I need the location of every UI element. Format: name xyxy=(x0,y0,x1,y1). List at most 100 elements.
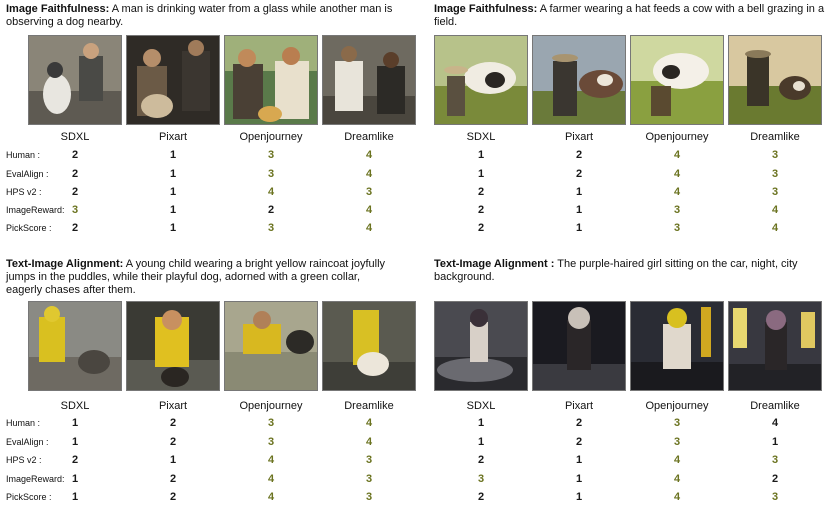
caption-prompt: The purple-haired girl sitting on the ca… xyxy=(434,258,798,283)
model-label-pixart: Pixart xyxy=(158,400,188,412)
score-hpsv2-pixart: 1 xyxy=(575,186,583,198)
generated-image-openjourney xyxy=(630,301,724,391)
score-hpsv2-pixart: 1 xyxy=(169,454,177,466)
generated-image-pixart xyxy=(532,35,626,125)
score-pickscore-dreamlike: 4 xyxy=(771,222,779,234)
score-evalalign-dreamlike: 4 xyxy=(365,436,373,448)
caption: Image Faithfulness: A farmer wearing a h… xyxy=(434,3,826,29)
generated-image-pixart xyxy=(126,35,220,125)
score-evalalign-openjourney: 3 xyxy=(267,436,275,448)
generated-image-dreamlike xyxy=(322,301,416,391)
model-label-sdxl: SDXL xyxy=(466,400,496,412)
score-pickscore-pixart: 1 xyxy=(575,222,583,234)
score-human-openjourney: 3 xyxy=(267,149,275,161)
model-label-dreamlike: Dreamlike xyxy=(344,400,394,412)
score-evalalign-pixart: 2 xyxy=(575,168,583,180)
score-imagereward-openjourney: 3 xyxy=(673,204,681,216)
generated-image-sdxl xyxy=(28,35,122,125)
score-hpsv2-openjourney: 4 xyxy=(267,454,275,466)
score-human-openjourney: 3 xyxy=(673,417,681,429)
score-evalalign-dreamlike: 1 xyxy=(771,436,779,448)
score-imagereward-sdxl: 1 xyxy=(71,473,79,485)
score-hpsv2-dreamlike: 3 xyxy=(771,454,779,466)
metric-label-evalalign: EvalAlign : xyxy=(6,169,49,179)
metric-label-imagereward: ImageReward: xyxy=(6,474,65,484)
metric-label-evalalign: EvalAlign : xyxy=(6,437,49,447)
generated-image-openjourney xyxy=(630,35,724,125)
score-imagereward-openjourney: 4 xyxy=(673,473,681,485)
caption-prompt: A man is drinking water from a glass whi… xyxy=(6,3,393,28)
score-imagereward-dreamlike: 4 xyxy=(771,204,779,216)
score-hpsv2-dreamlike: 3 xyxy=(365,454,373,466)
score-hpsv2-openjourney: 4 xyxy=(673,454,681,466)
score-imagereward-openjourney: 2 xyxy=(267,204,275,216)
score-human-dreamlike: 4 xyxy=(365,417,373,429)
score-hpsv2-openjourney: 4 xyxy=(673,186,681,198)
score-pickscore-openjourney: 3 xyxy=(673,222,681,234)
score-pickscore-openjourney: 4 xyxy=(673,491,681,503)
score-human-sdxl: 1 xyxy=(71,417,79,429)
score-human-dreamlike: 4 xyxy=(365,149,373,161)
score-hpsv2-dreamlike: 3 xyxy=(365,186,373,198)
score-pickscore-dreamlike: 3 xyxy=(365,491,373,503)
score-imagereward-sdxl: 2 xyxy=(477,204,485,216)
model-label-dreamlike: Dreamlike xyxy=(750,131,800,143)
caption-prompt: A farmer wearing a hat feeds a cow with … xyxy=(434,3,825,28)
score-human-sdxl: 1 xyxy=(477,149,485,161)
score-imagereward-pixart: 1 xyxy=(169,204,177,216)
score-hpsv2-sdxl: 2 xyxy=(71,454,79,466)
generated-image-dreamlike xyxy=(322,35,416,125)
score-imagereward-openjourney: 4 xyxy=(267,473,275,485)
generated-image-pixart xyxy=(126,301,220,391)
score-evalalign-sdxl: 1 xyxy=(71,436,79,448)
metric-label-pickscore: PickScore : xyxy=(6,223,52,233)
model-label-openjourney: Openjourney xyxy=(239,131,303,143)
caption-heading: Image Faithfulness: xyxy=(6,3,110,15)
panel-image-faithfulness-2: Image Faithfulness: A farmer wearing a h… xyxy=(434,3,826,234)
score-pickscore-sdxl: 1 xyxy=(71,491,79,503)
score-human-sdxl: 2 xyxy=(71,149,79,161)
model-label-pixart: Pixart xyxy=(564,131,594,143)
score-imagereward-dreamlike: 3 xyxy=(365,473,373,485)
metric-label-hpsv2: HPS v2 : xyxy=(6,187,42,197)
score-pickscore-dreamlike: 3 xyxy=(771,491,779,503)
score-evalalign-pixart: 2 xyxy=(169,436,177,448)
caption-heading: Text-Image Alignment: xyxy=(6,258,124,270)
metric-label-imagereward: ImageReward: xyxy=(6,205,65,215)
score-pickscore-sdxl: 2 xyxy=(477,491,485,503)
caption-heading: Image Faithfulness: xyxy=(434,3,538,15)
score-evalalign-dreamlike: 3 xyxy=(771,168,779,180)
model-label-dreamlike: Dreamlike xyxy=(750,400,800,412)
score-hpsv2-sdxl: 2 xyxy=(477,454,485,466)
model-label-pixart: Pixart xyxy=(158,131,188,143)
model-label-sdxl: SDXL xyxy=(60,131,90,143)
caption: Text-Image Alignment : The purple-haired… xyxy=(434,258,826,284)
model-label-dreamlike: Dreamlike xyxy=(344,131,394,143)
caption: Image Faithfulness: A man is drinking wa… xyxy=(6,3,398,29)
score-evalalign-sdxl: 2 xyxy=(71,168,79,180)
score-imagereward-pixart: 2 xyxy=(169,473,177,485)
metric-label-human: Human : xyxy=(6,150,41,160)
model-label-openjourney: Openjourney xyxy=(645,131,709,143)
generated-image-sdxl xyxy=(28,301,122,391)
score-hpsv2-openjourney: 4 xyxy=(267,186,275,198)
generated-image-dreamlike xyxy=(728,35,822,125)
score-pickscore-pixart: 1 xyxy=(169,222,177,234)
panel-text-image-alignment-2: Text-Image Alignment : The purple-haired… xyxy=(434,258,826,503)
score-pickscore-openjourney: 3 xyxy=(267,222,275,234)
score-pickscore-pixart: 2 xyxy=(169,491,177,503)
score-evalalign-sdxl: 1 xyxy=(477,168,485,180)
generated-image-sdxl xyxy=(434,301,528,391)
model-label-openjourney: Openjourney xyxy=(645,400,709,412)
score-evalalign-dreamlike: 4 xyxy=(365,168,373,180)
panel-image-faithfulness-1: Image Faithfulness: A man is drinking wa… xyxy=(6,3,416,234)
score-evalalign-openjourney: 4 xyxy=(673,168,681,180)
score-human-pixart: 2 xyxy=(575,149,583,161)
score-evalalign-openjourney: 3 xyxy=(267,168,275,180)
metric-label-pickscore: PickScore : xyxy=(6,492,52,502)
generated-image-pixart xyxy=(532,301,626,391)
score-human-dreamlike: 4 xyxy=(771,417,779,429)
score-human-openjourney: 3 xyxy=(267,417,275,429)
model-label-sdxl: SDXL xyxy=(466,131,496,143)
caption-heading: Text-Image Alignment : xyxy=(434,258,555,270)
